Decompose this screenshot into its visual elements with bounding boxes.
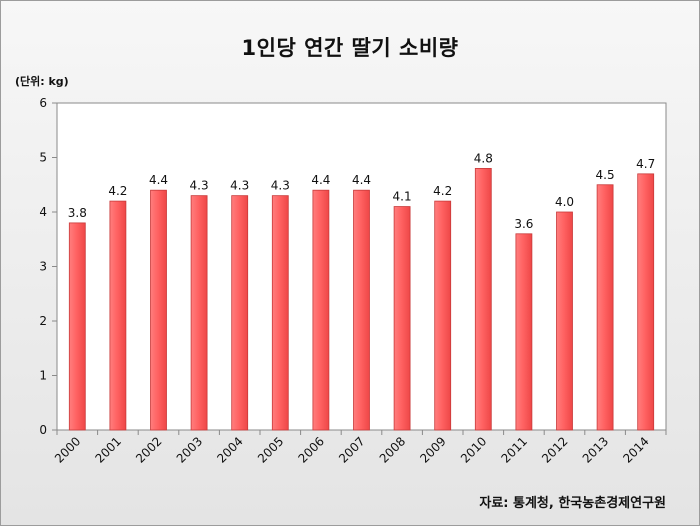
x-tick-label: 2005 [255, 434, 286, 465]
x-tick-label: 2007 [336, 434, 367, 465]
x-tick-label: 2006 [296, 434, 327, 465]
x-tick-label: 2000 [52, 434, 83, 465]
y-tick-label: 6 [39, 96, 47, 110]
bar-2012 [556, 211, 573, 431]
y-tick-label: 2 [39, 314, 47, 328]
y-axis: 0 1 2 3 4 5 6 [39, 96, 57, 437]
y-tick-label: 0 [39, 423, 47, 437]
data-label-2008: 4.1 [393, 190, 412, 204]
y-tick-label: 3 [39, 260, 47, 274]
x-tick-label: 2010 [458, 434, 489, 465]
bar-2010 [474, 167, 492, 431]
data-label-2010: 4.8 [474, 151, 493, 165]
bar-2013 [596, 184, 614, 431]
data-label-2001: 4.2 [108, 184, 127, 198]
data-labels: 3.8 4.2 4.4 4.3 4.3 4.3 4.4 4.4 4.1 4.2 4.8 3.6 4.0 4… [68, 151, 655, 230]
x-tick-label: 2009 [417, 434, 448, 465]
x-tick-label: 2002 [133, 434, 164, 465]
x-axis: 2000 2001 2002 2003 2004 2005 2006 2007 2008 2009… [52, 430, 667, 466]
y-tick-label: 5 [39, 151, 47, 165]
bar-2007 [353, 189, 370, 431]
bar-series [68, 167, 655, 431]
y-tick-label: 1 [39, 369, 47, 383]
x-tick-label: 2003 [174, 434, 205, 465]
x-tick-label: 2013 [580, 434, 611, 465]
data-label-2004: 4.3 [230, 179, 249, 193]
data-label-2011: 3.6 [514, 217, 533, 231]
x-tick-label: 2001 [93, 434, 124, 465]
chart-title: 1인당 연간 딸기 소비량 [241, 36, 459, 60]
bar-2000 [68, 222, 86, 431]
bar-2003 [190, 195, 208, 431]
data-label-2007: 4.4 [352, 173, 371, 187]
bar-2006 [312, 189, 330, 431]
x-tick-label: 2011 [499, 434, 530, 465]
bar-2004 [231, 195, 249, 431]
data-label-2003: 4.3 [190, 179, 209, 193]
bar-2005 [271, 195, 289, 431]
bar-2011 [515, 233, 533, 431]
data-label-2002: 4.4 [149, 173, 168, 187]
bar-2008 [393, 206, 411, 431]
x-tick-label: 2012 [539, 434, 570, 465]
data-label-2000: 3.8 [68, 206, 87, 220]
bar-2002 [150, 189, 167, 431]
y-tick-label: 4 [39, 205, 47, 219]
bar-2014 [637, 173, 655, 431]
data-label-2005: 4.3 [271, 179, 290, 193]
data-label-2006: 4.4 [311, 173, 330, 187]
x-tick-label: 2008 [377, 434, 408, 465]
bar-2001 [109, 200, 127, 431]
x-tick-label: 2014 [620, 434, 651, 465]
data-label-2013: 4.5 [596, 168, 615, 182]
data-label-2012: 4.0 [555, 195, 574, 209]
x-tick-label: 2004 [214, 434, 245, 465]
source-note: 자료: 통계청, 한국농촌경제연구원 [479, 496, 666, 511]
bar-2009 [434, 200, 452, 431]
data-label-2014: 4.7 [636, 157, 655, 171]
data-label-2009: 4.2 [433, 184, 452, 198]
unit-label: (단위: kg) [15, 75, 69, 88]
